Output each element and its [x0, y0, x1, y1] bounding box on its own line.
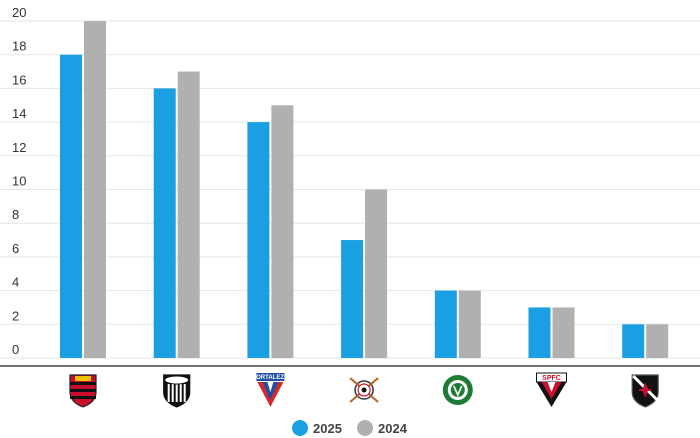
y-tick-label: 4 — [12, 275, 19, 290]
y-axis-ticks: 0 2 4 6 8 10 12 14 16 18 20 — [12, 5, 26, 357]
grid-lines — [0, 20, 700, 359]
bar-2025-3[interactable] — [341, 240, 364, 358]
y-tick-label: 18 — [12, 39, 26, 54]
bar-2024-3[interactable] — [365, 189, 388, 359]
legend-swatch — [357, 420, 373, 436]
y-tick-label: 16 — [12, 72, 26, 87]
y-tick-label: 14 — [12, 106, 26, 121]
bar-2024-5[interactable] — [552, 307, 575, 358]
legend[interactable]: 2025 2024 — [292, 420, 408, 436]
legend-label: 2025 — [313, 421, 342, 436]
sao-paulo-crest-icon: SPFC — [536, 372, 567, 407]
bar-2025-4[interactable] — [434, 290, 457, 358]
category-icons: FORTALEZA SPFC — [69, 372, 659, 408]
bar-2024-0[interactable] — [84, 21, 106, 358]
y-tick-label: 0 — [12, 342, 19, 357]
fortaleza-crest-icon: FORTALEZA — [252, 373, 289, 407]
bars — [60, 21, 669, 359]
bar-2025-2[interactable] — [247, 122, 270, 358]
palmeiras-crest-icon — [442, 375, 473, 405]
ceara-crest-icon — [163, 374, 191, 408]
bar-2024-6[interactable] — [646, 324, 669, 358]
bar-2024-4[interactable] — [458, 290, 481, 358]
y-tick-label: 6 — [12, 241, 19, 256]
bar-2024-1[interactable] — [177, 71, 200, 359]
legend-label: 2024 — [378, 421, 408, 436]
bar-2025-0[interactable] — [60, 54, 82, 358]
legend-item-2025[interactable]: 2025 — [292, 420, 342, 436]
y-tick-label: 12 — [12, 140, 26, 155]
legend-item-2024[interactable]: 2024 — [357, 420, 408, 436]
legend-swatch — [292, 420, 308, 436]
bar-2025-1[interactable] — [153, 88, 176, 359]
bar-2025-5[interactable] — [528, 307, 551, 358]
bar-2025-6[interactable] — [622, 324, 645, 358]
y-tick-label: 10 — [12, 174, 26, 189]
sao-paulo-crest-text: SPFC — [542, 375, 561, 382]
y-tick-label: 20 — [12, 5, 26, 20]
vasco-crest-icon — [631, 374, 659, 408]
y-tick-label: 8 — [12, 207, 19, 222]
fortaleza-crest-text: FORTALEZA — [252, 375, 289, 381]
corinthians-crest-icon — [349, 377, 379, 403]
y-tick-label: 2 — [12, 308, 19, 323]
bar-2024-2[interactable] — [271, 105, 294, 358]
flamengo-crest-icon — [69, 374, 97, 408]
